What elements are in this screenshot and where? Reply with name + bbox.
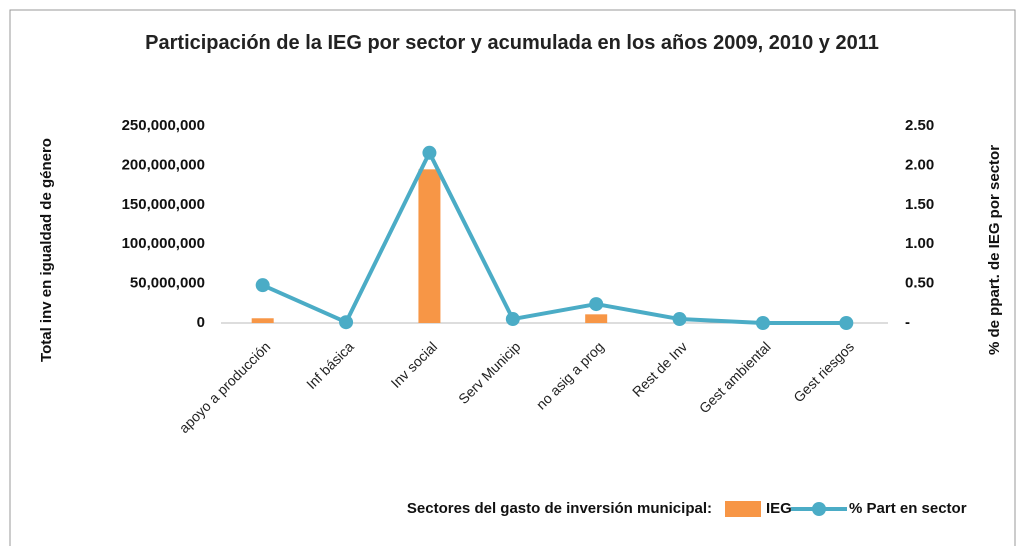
x-tick-label: Gest ambiental	[696, 338, 774, 416]
x-tick-label: Rest de Inv	[629, 338, 690, 399]
bar	[251, 318, 274, 323]
chart-frame	[9, 9, 1016, 546]
line-marker	[589, 297, 604, 312]
x-tick-label: Gest riesgos	[790, 338, 857, 405]
y-tick-label: 200,000,000	[122, 156, 205, 173]
y2-tick-label: 0.50	[905, 275, 934, 292]
y2-tick-label: -	[905, 314, 910, 331]
x-tick-label: apoyo a producción	[176, 338, 274, 436]
legend-label: % Part en sector	[849, 500, 967, 517]
line	[261, 150, 847, 325]
line-marker	[672, 312, 687, 327]
y-tick-label: 150,000,000	[122, 196, 205, 213]
y-tick-label: 250,000,000	[122, 117, 205, 134]
chart-title: Participación de la IEG por sector y acu…	[145, 32, 879, 54]
y2-tick-label: 2.50	[905, 117, 934, 134]
y2-tick-label: 2.00	[905, 156, 934, 173]
x-tick-label: Serv Municip	[455, 338, 524, 407]
legend-swatch	[725, 501, 761, 517]
bar	[418, 169, 441, 323]
y-tick-label: 50,000,000	[130, 275, 205, 292]
y2-axis-title: % de ppart. de IEG por sector	[986, 145, 1003, 355]
line-marker	[839, 316, 854, 330]
y-tick-label: 0	[197, 314, 205, 331]
legend-label: IEG	[766, 500, 792, 517]
legend-title: Sectores del gasto de inversión municipa…	[407, 500, 712, 517]
bar	[585, 314, 608, 323]
x-tick-label: Inf básica	[303, 338, 357, 392]
line-marker	[505, 312, 520, 327]
line-marker	[422, 145, 437, 160]
line-marker	[755, 316, 770, 330]
legend-marker	[812, 502, 826, 516]
x-tick-label: Inv social	[388, 338, 441, 391]
y-tick-label: 100,000,000	[122, 235, 205, 252]
line-marker	[339, 315, 354, 330]
line-marker	[255, 278, 270, 293]
x-tick-label: no asig a prog	[533, 338, 607, 412]
y2-tick-label: 1.00	[905, 235, 934, 252]
y-axis-title: Total inv en igualdad de género	[38, 138, 55, 362]
y2-tick-label: 1.50	[905, 196, 934, 213]
